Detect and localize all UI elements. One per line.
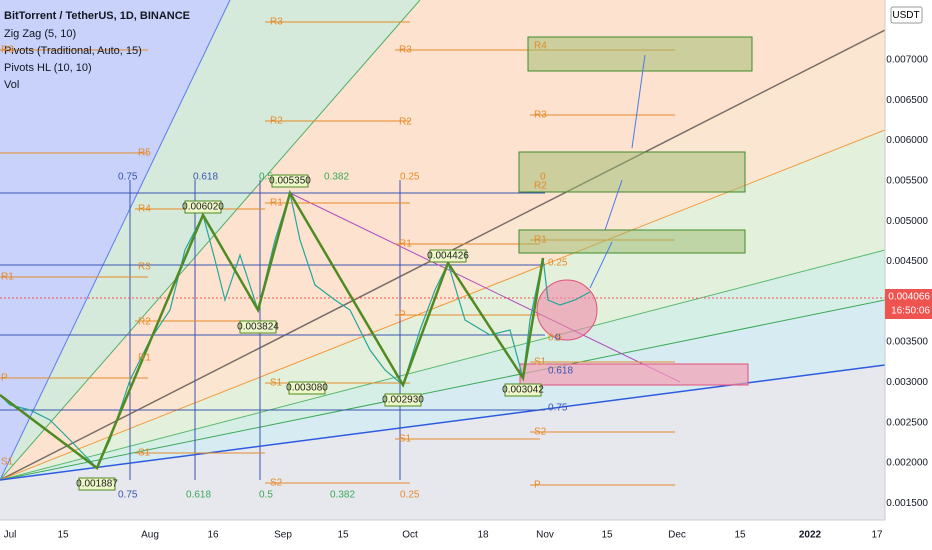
symbol-title: BitTorrent / TetherUS, 1D, BINANCE <box>4 10 190 22</box>
pivot-label: P <box>1 373 8 384</box>
zigzag-label: 0.004426 <box>427 251 469 262</box>
fib-label: 0.5 <box>259 490 273 501</box>
current-price: 0.004066 <box>888 292 930 303</box>
price-label: 0.002500 <box>886 417 928 428</box>
fib-label: 0.75 <box>118 490 138 501</box>
indicator: Zig Zag (5, 10) <box>4 28 76 40</box>
zigzag-label-box <box>184 200 222 214</box>
zigzag-label: 0.002930 <box>382 395 424 406</box>
time-label: Aug <box>141 530 159 541</box>
zigzag-label: 0.001887 <box>76 479 118 490</box>
pivot-label: S2 <box>534 427 547 438</box>
pivot-label: R1 <box>534 235 547 246</box>
pivot-label: R1 <box>1 272 14 283</box>
time-label: 17 <box>871 530 883 541</box>
fib-label: 0.25 <box>548 258 568 269</box>
fib-label: 0.618 <box>193 172 218 183</box>
fib-label: 0 <box>540 172 546 183</box>
fib-label: 0.382 <box>330 490 355 501</box>
time-label: Oct <box>402 530 418 541</box>
price-label: 0.005000 <box>886 216 928 227</box>
price-label: 0.001500 <box>886 498 928 509</box>
pivot-label: S1 <box>399 434 412 445</box>
pivot-label: R3 <box>138 262 151 273</box>
price-badge <box>885 289 932 319</box>
time-label: Sep <box>274 530 292 541</box>
pivot-label: P <box>534 480 541 491</box>
time-label: 18 <box>477 530 489 541</box>
zigzag-label: 0.003080 <box>286 383 328 394</box>
zigzag <box>0 189 545 470</box>
pivot-label: S1 <box>1 457 14 468</box>
zigzag-label-box <box>384 393 422 407</box>
price-label: 0.002000 <box>886 458 928 469</box>
zigzag-label-box <box>78 477 116 491</box>
time-label: Jul <box>4 530 17 541</box>
time-label: 2022 <box>799 530 822 541</box>
pivot-label: R4 <box>534 41 547 52</box>
price-label: 0.005500 <box>886 176 928 187</box>
pivot-label: R1 <box>138 353 151 364</box>
fib-label: 0.382 <box>324 172 349 183</box>
fib-label: 0.75 <box>548 403 568 414</box>
indicator: Pivots HL (10, 10) <box>4 62 92 74</box>
zigzag-label: 0.006020 <box>182 202 224 213</box>
zigzag-label-box <box>239 320 277 334</box>
fib-label: 0.25 <box>400 490 420 501</box>
time-label: 15 <box>337 530 349 541</box>
zigzag-label: 0.005350 <box>269 176 311 187</box>
price-label: 0.003500 <box>886 337 928 348</box>
time-label: 16 <box>207 530 219 541</box>
fib-label: 0 <box>555 333 561 344</box>
pivot-label: R3 <box>1 45 14 56</box>
pivot-label: R2 <box>534 181 547 192</box>
countdown: 16:50:06 <box>891 306 930 317</box>
time-label: 15 <box>601 530 613 541</box>
pivot-label: R2 <box>399 117 412 128</box>
indicator: Pivots (Traditional, Auto, 15) <box>4 45 142 57</box>
pivot-label: S1 <box>138 448 151 459</box>
fib-label: 0.25 <box>400 172 420 183</box>
fib-label: 0.5 <box>259 172 273 183</box>
fib-label: 0.75 <box>118 172 138 183</box>
pivot-label: R1 <box>270 198 283 209</box>
price-label: 0.006500 <box>886 95 928 106</box>
time-label: 15 <box>734 530 746 541</box>
pivot-label: R5 <box>138 148 151 159</box>
pivot-label: R4 <box>138 204 151 215</box>
pivot-label: R3 <box>270 17 283 28</box>
indicator: Vol <box>4 79 19 91</box>
pivot-label: P <box>399 310 406 321</box>
price-label: 0.003000 <box>886 377 928 388</box>
currency: USDT <box>892 10 919 21</box>
pivot-label: R3 <box>399 45 412 56</box>
pivot-label: S1 <box>270 378 283 389</box>
pivot-label: R2 <box>138 317 151 328</box>
pivot-label: R1 <box>399 239 412 250</box>
pivot-label: R3 <box>534 110 547 121</box>
price-label: 0.004500 <box>886 256 928 267</box>
pivot-label: R2 <box>270 116 283 127</box>
pivot-label: S1 <box>534 357 547 368</box>
price-label: 0.007000 <box>886 55 928 66</box>
time-label: Nov <box>536 530 554 541</box>
zigzag-label: 0.003042 <box>502 385 544 396</box>
time-label: 15 <box>57 530 69 541</box>
zigzag-label-box <box>504 383 542 397</box>
price-label: 0.006000 <box>886 135 928 146</box>
zigzag-label-box <box>271 174 309 188</box>
fib-label: 0.618 <box>186 490 211 501</box>
fib-label: 0.5 <box>548 333 562 344</box>
pivot-label: S2 <box>270 478 283 489</box>
zigzag-label-box <box>429 249 467 263</box>
zigzag-label-box <box>288 381 326 395</box>
zigzag-label: 0.003824 <box>237 322 279 333</box>
time-label: Dec <box>668 530 686 541</box>
currency-box[interactable] <box>890 6 923 24</box>
fib-label: 0.618 <box>548 366 573 377</box>
